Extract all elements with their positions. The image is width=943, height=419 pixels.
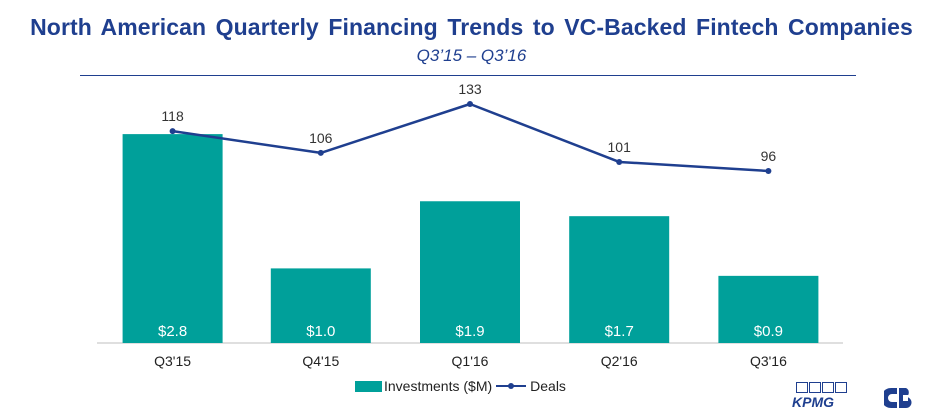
- deals-point: [467, 101, 473, 107]
- kpmg-logo-text: KPMG: [792, 394, 834, 410]
- deals-point: [169, 128, 176, 135]
- cb-insights-logo-icon: [884, 388, 912, 408]
- legend-swatch-investments: [355, 380, 382, 392]
- bar-value-label: $1.7: [605, 323, 634, 340]
- x-tick-label: Q1'16: [452, 353, 489, 369]
- kpmg-logo: KPMG: [792, 382, 854, 412]
- deals-value-label: 118: [161, 108, 184, 124]
- x-tick-label: Q3'15: [154, 353, 191, 369]
- x-tick-label: Q2'16: [601, 353, 638, 369]
- legend-label-investments: Investments ($M): [384, 378, 493, 394]
- bar-value-label: $0.9: [754, 323, 783, 340]
- bar-value-label: $2.8: [158, 323, 187, 340]
- x-tick-label: Q3'16: [750, 353, 787, 369]
- chart-subtitle: Q3’15 – Q3’16: [416, 46, 527, 65]
- deals-value-label: 96: [761, 148, 777, 164]
- deals-line: [172, 102, 769, 173]
- bar-investments: [122, 134, 223, 343]
- deals-value-label: 133: [458, 81, 482, 97]
- bar-value-label: $1.9: [455, 323, 484, 340]
- deals-value-label: 106: [309, 130, 333, 146]
- legend-swatch-deals: [496, 380, 527, 392]
- deals-point: [616, 158, 623, 165]
- deals-value-label: 101: [608, 139, 632, 155]
- bar-investments: [420, 201, 520, 343]
- bar-investments: [569, 216, 670, 343]
- bar-value-label: $1.0: [306, 323, 335, 340]
- chart-legend: Investments ($M) Deals: [355, 378, 566, 394]
- kpmg-logo-boxes: [796, 382, 854, 393]
- bar-investments: [270, 268, 371, 343]
- deals-point: [317, 149, 324, 156]
- deals-point: [765, 168, 772, 174]
- bar-investments: [718, 275, 819, 343]
- legend-label-deals: Deals: [530, 378, 566, 394]
- chart-title: North American Quarterly Financing Trend…: [30, 14, 913, 40]
- x-tick-label: Q4'15: [302, 353, 339, 369]
- title-divider: [80, 75, 856, 76]
